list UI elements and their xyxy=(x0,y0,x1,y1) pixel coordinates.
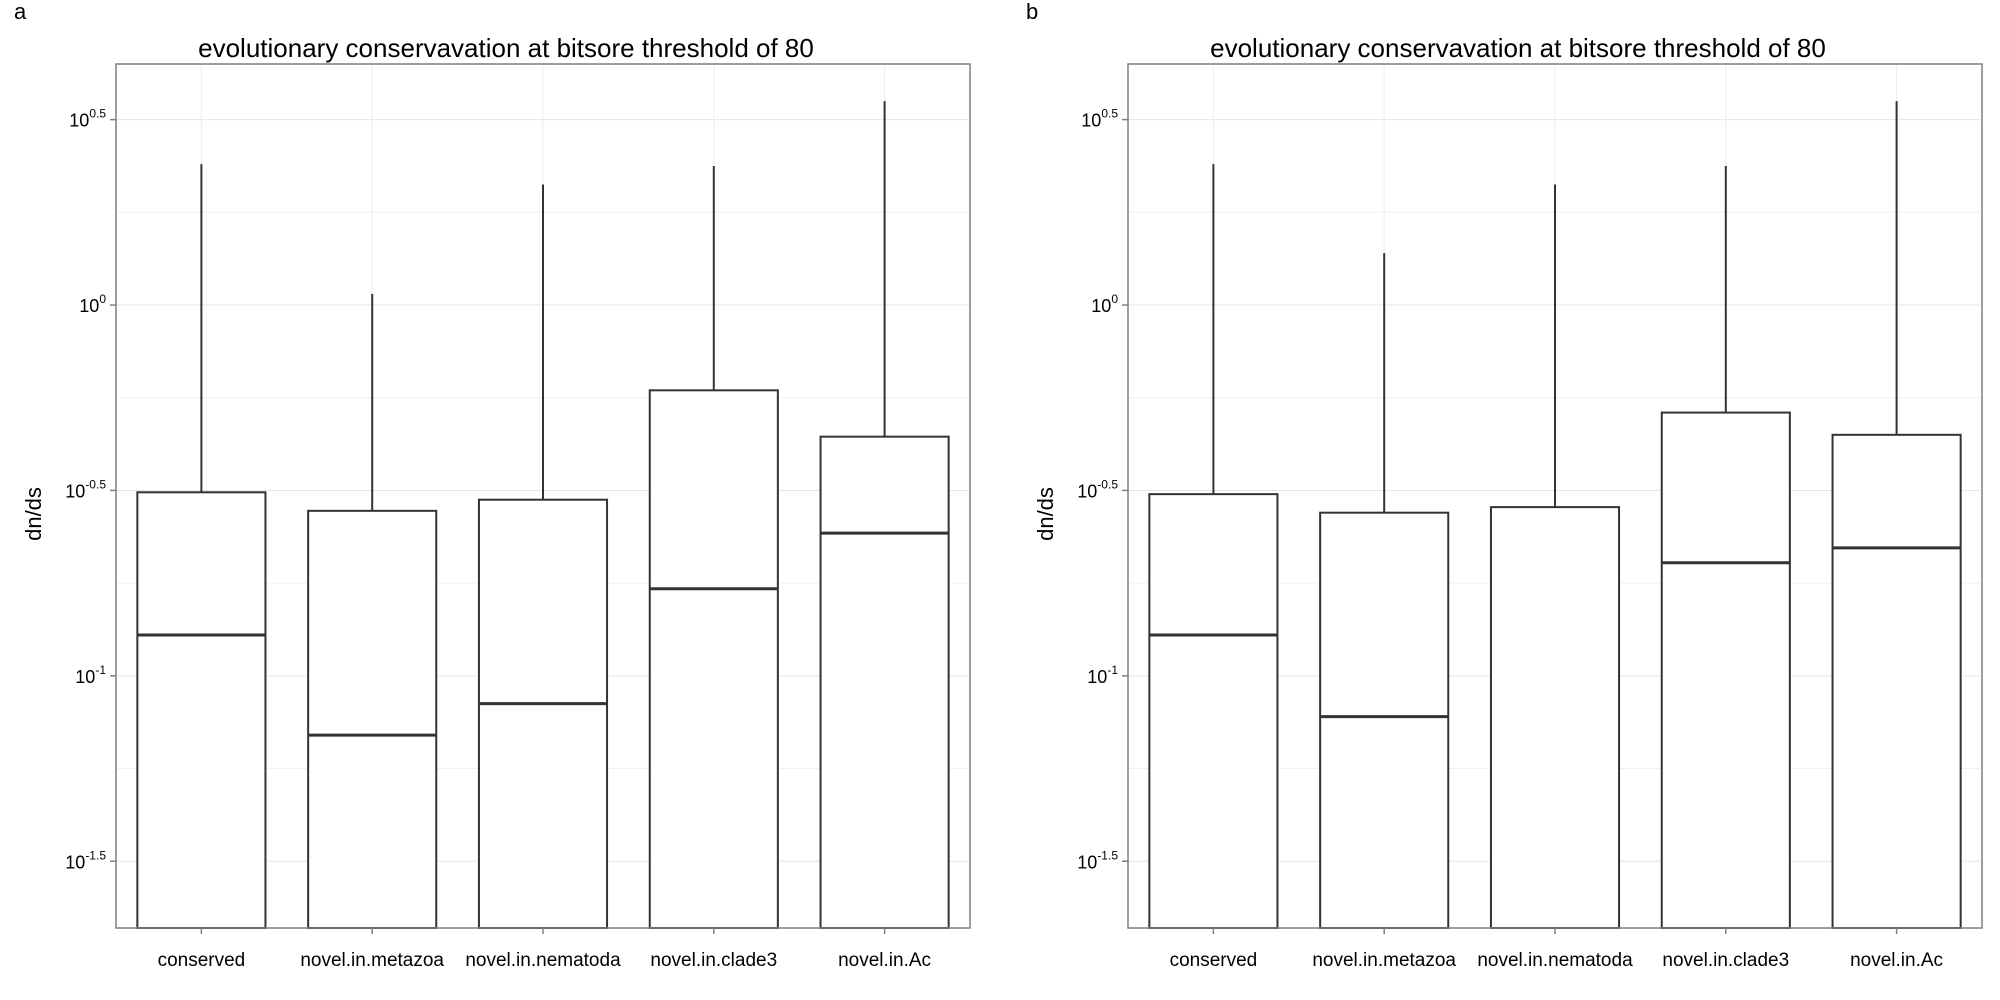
box-body xyxy=(136,491,267,929)
x-tick-label: novel.in.clade3 xyxy=(1662,950,1789,971)
box-body xyxy=(648,389,779,929)
panel-b: b evolutionary conservavation at bitsore… xyxy=(1026,0,1983,971)
box-body xyxy=(1489,506,1621,929)
x-tick-label: novel.in.metazoa xyxy=(1312,950,1456,971)
y-tick-label: 10-1.5 xyxy=(1077,848,1118,872)
y-tick-label: 10-1 xyxy=(75,663,106,687)
y-tick-label: 100 xyxy=(1091,292,1118,316)
box-novel.in.metazoa xyxy=(307,293,438,929)
boxes xyxy=(1148,101,1962,929)
box-novel.in.Ac xyxy=(1831,101,1962,929)
boxes xyxy=(136,101,950,929)
y-ticks: 100.5 100 10-0.5 10-1 10-1.5 xyxy=(1077,107,1128,872)
y-ticks: 100.5 100 10-0.5 10-1 10-1.5 xyxy=(65,107,116,872)
chart-title: evolutionary conservavation at bitsore t… xyxy=(1210,33,1826,63)
y-tick-label: 100.5 xyxy=(1081,107,1118,131)
plot-border xyxy=(115,63,971,929)
box-novel.in.metazoa xyxy=(1319,253,1450,929)
box-body xyxy=(477,498,609,929)
y-tick-label: 10-0.5 xyxy=(1077,477,1118,501)
box-conserved xyxy=(136,164,267,929)
panel-a: a evolutionary conservavation at bitsore… xyxy=(14,0,971,971)
box-body xyxy=(819,435,950,929)
x-tick-label: novel.in.nematoda xyxy=(465,950,621,971)
y-tick-label: 10-0.5 xyxy=(65,477,106,501)
y-axis-label: dn/ds xyxy=(1033,487,1058,541)
box-novel.in.Ac xyxy=(819,101,950,929)
y-tick-label: 100 xyxy=(79,292,106,316)
box-body xyxy=(1319,511,1450,929)
plot-border xyxy=(1127,63,1983,929)
x-tick-label: novel.in.metazoa xyxy=(300,950,444,971)
y-tick-label: 100.5 xyxy=(69,107,106,131)
box-body xyxy=(1831,433,1962,929)
y-tick-label: 10-1.5 xyxy=(65,848,106,872)
y-axis-label: dn/ds xyxy=(21,487,46,541)
x-tick-label: novel.in.nematoda xyxy=(1477,950,1633,971)
panel-label: b xyxy=(1026,0,1038,24)
box-novel.in.clade3 xyxy=(1660,165,1791,929)
box-novel.in.nematoda xyxy=(477,184,609,929)
panel-label: a xyxy=(14,0,27,24)
box-novel.in.clade3 xyxy=(648,165,779,929)
x-tick-label: novel.in.Ac xyxy=(1850,950,1943,971)
box-body xyxy=(1148,493,1279,929)
x-ticks: conserved novel.in.metazoa novel.in.nemato… xyxy=(158,928,931,971)
box-conserved xyxy=(1148,164,1279,929)
chart-title: evolutionary conservavation at bitsore t… xyxy=(198,33,814,63)
x-ticks: conserved novel.in.metazoa novel.in.nemato… xyxy=(1170,928,1943,971)
box-body xyxy=(1660,411,1791,929)
box-novel.in.nematoda xyxy=(1489,184,1621,929)
x-tick-label: novel.in.Ac xyxy=(838,950,931,971)
y-tick-label: 10-1 xyxy=(1087,663,1118,687)
x-tick-label: novel.in.clade3 xyxy=(650,950,777,971)
box-body xyxy=(307,509,438,929)
x-tick-label: conserved xyxy=(158,950,246,971)
x-tick-label: conserved xyxy=(1170,950,1258,971)
